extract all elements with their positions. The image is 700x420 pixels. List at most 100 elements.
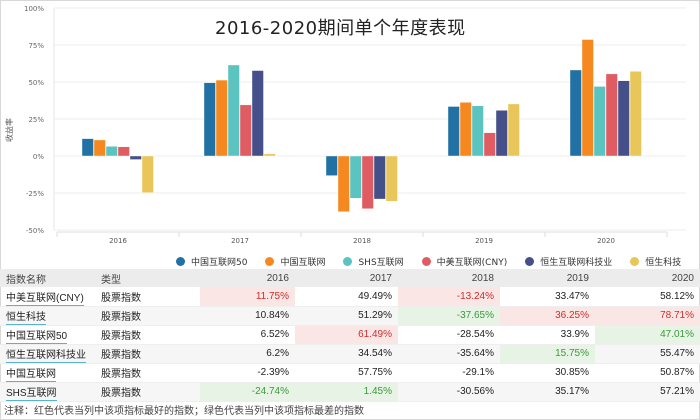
return-cell: 51.29% bbox=[295, 306, 398, 326]
bar[interactable] bbox=[215, 79, 228, 157]
index-name[interactable]: 恒生科技 bbox=[6, 312, 46, 325]
bar[interactable] bbox=[593, 86, 606, 157]
bar[interactable] bbox=[361, 155, 374, 209]
index-name-link[interactable]: 中美互联网(CNY) bbox=[0, 287, 95, 307]
bar[interactable] bbox=[203, 82, 216, 157]
table-row: SHS互联网 股票指数 -24.74% 1.45% -30.56% 35.17% 57.21… bbox=[0, 382, 700, 402]
index-name[interactable]: 中美互联网(CNY) bbox=[6, 292, 84, 306]
bar[interactable] bbox=[617, 80, 630, 157]
legend-label: 中国互联网50 bbox=[191, 258, 248, 268]
bar[interactable] bbox=[337, 155, 350, 212]
y-tick-label: 100% bbox=[24, 5, 44, 13]
index-type: 股票指数 bbox=[95, 363, 200, 383]
bar-chart: 100% 75% 50% 25% 0% -25% -50% 收益率 2016 2017 2018 20… bbox=[4, 5, 686, 268]
return-cell: 11.75% bbox=[200, 287, 295, 307]
bar[interactable] bbox=[483, 132, 496, 157]
bar[interactable] bbox=[495, 110, 508, 157]
x-tick-label: 2017 bbox=[231, 237, 249, 245]
return-cell: 6.2% bbox=[200, 344, 295, 364]
bar[interactable] bbox=[117, 146, 130, 157]
bar[interactable] bbox=[459, 102, 472, 157]
index-name-link[interactable]: 恒生科技 bbox=[0, 306, 95, 326]
return-cell: -29.1% bbox=[398, 363, 500, 383]
return-cell: 34.54% bbox=[295, 344, 398, 364]
bar[interactable] bbox=[605, 73, 618, 157]
bar[interactable] bbox=[81, 138, 94, 157]
return-cell: 33.9% bbox=[500, 325, 595, 345]
header-2016[interactable]: 2016 bbox=[200, 269, 295, 287]
bar[interactable] bbox=[349, 155, 362, 199]
table-row: 恒生互联网科技业 股票指数 6.2% 34.54% -35.64% 15.75% 55.47… bbox=[0, 344, 700, 364]
index-type: 股票指数 bbox=[95, 287, 200, 307]
legend-item[interactable]: 中国互联网50 bbox=[176, 255, 247, 268]
bar[interactable] bbox=[447, 106, 460, 157]
header-index-name[interactable]: 指数名称 bbox=[0, 269, 95, 287]
header-2017[interactable]: 2017 bbox=[295, 269, 398, 287]
table-header-row: 指数名称 类型 2016 2017 2018 2019 2020 bbox=[0, 269, 700, 287]
bar[interactable] bbox=[471, 105, 484, 157]
bar[interactable] bbox=[629, 71, 642, 157]
legend-item[interactable]: 恒生科技 bbox=[630, 255, 681, 268]
index-name[interactable]: 恒生互联网科技业 bbox=[6, 350, 86, 363]
header-type[interactable]: 类型 bbox=[95, 269, 200, 287]
bar[interactable] bbox=[227, 64, 240, 157]
bar[interactable] bbox=[105, 146, 118, 157]
return-cell: 6.52% bbox=[200, 325, 295, 345]
index-name-link[interactable]: 恒生互联网科技业 bbox=[0, 344, 95, 364]
legend-dot-icon bbox=[265, 257, 275, 266]
bar[interactable] bbox=[251, 70, 264, 157]
index-name-link[interactable]: SHS互联网 bbox=[0, 382, 95, 402]
legend-item[interactable]: 恒生互联网科技业 bbox=[525, 255, 612, 268]
legend-dot-icon bbox=[421, 257, 431, 266]
index-name-link[interactable]: 中国互联网50 bbox=[0, 325, 95, 345]
y-axis-label: 收益率 bbox=[4, 118, 14, 142]
return-cell: -37.65% bbox=[398, 306, 500, 326]
return-cell: -30.56% bbox=[398, 382, 500, 402]
return-cell: 55.47% bbox=[595, 344, 700, 364]
return-cell: 35.17% bbox=[500, 382, 595, 402]
return-cell: 57.21% bbox=[595, 382, 700, 402]
index-type: 股票指数 bbox=[95, 306, 200, 326]
return-cell: 47.01% bbox=[595, 325, 700, 345]
legend-item[interactable]: SHS互联网 bbox=[343, 255, 404, 268]
bar[interactable] bbox=[507, 103, 520, 157]
y-tick-label: -50% bbox=[26, 227, 44, 235]
bar[interactable] bbox=[263, 153, 276, 157]
bar[interactable] bbox=[129, 155, 142, 160]
legend-item[interactable]: 中国互联网 bbox=[265, 255, 325, 268]
bar[interactable] bbox=[93, 139, 106, 157]
return-cell: -35.64% bbox=[398, 344, 500, 364]
index-name[interactable]: 中国互联网50 bbox=[6, 331, 68, 344]
x-tick-label: 2020 bbox=[597, 237, 615, 245]
index-name-link[interactable]: 中国互联网 bbox=[0, 363, 95, 383]
y-tick-label: 50% bbox=[28, 79, 44, 87]
header-2018[interactable]: 2018 bbox=[398, 269, 500, 287]
legend-label: 中国互联网 bbox=[280, 258, 326, 268]
index-name[interactable]: 中国互联网 bbox=[6, 369, 56, 382]
performance-table: 指数名称 类型 2016 2017 2018 2019 2020 中美互联网(C… bbox=[0, 269, 700, 402]
legend-item[interactable]: 中美互联网(CNY) bbox=[421, 255, 508, 268]
bar[interactable] bbox=[373, 155, 386, 200]
x-tick-label: 2018 bbox=[353, 237, 371, 245]
legend-dot-icon bbox=[343, 257, 353, 266]
y-tick-label: -25% bbox=[26, 190, 44, 198]
bar[interactable] bbox=[141, 155, 154, 193]
bar[interactable] bbox=[385, 155, 398, 202]
table-row: 中美互联网(CNY) 股票指数 11.75% 49.49% -13.24% 33.47% 5… bbox=[0, 287, 700, 307]
chart-plot: 100% 75% 50% 25% 0% -25% -50% 收益率 2016 2017 2018 20… bbox=[4, 5, 686, 245]
bar[interactable] bbox=[239, 104, 252, 157]
legend-label: 中美互联网(CNY) bbox=[436, 258, 508, 268]
y-tick-label: 0% bbox=[33, 153, 44, 161]
bar[interactable] bbox=[569, 69, 582, 157]
index-type: 股票指数 bbox=[95, 344, 200, 364]
header-2020[interactable]: 2020 bbox=[595, 269, 700, 287]
bar[interactable] bbox=[581, 39, 594, 157]
return-cell: 78.71% bbox=[595, 306, 700, 326]
bar[interactable] bbox=[325, 155, 338, 176]
index-type: 股票指数 bbox=[95, 325, 200, 345]
legend-label: 恒生互联网科技业 bbox=[540, 258, 613, 268]
x-tick-label: 2016 bbox=[109, 237, 127, 245]
legend-dot-icon bbox=[525, 257, 535, 266]
index-name[interactable]: SHS互联网 bbox=[6, 388, 57, 401]
header-2019[interactable]: 2019 bbox=[500, 269, 595, 287]
